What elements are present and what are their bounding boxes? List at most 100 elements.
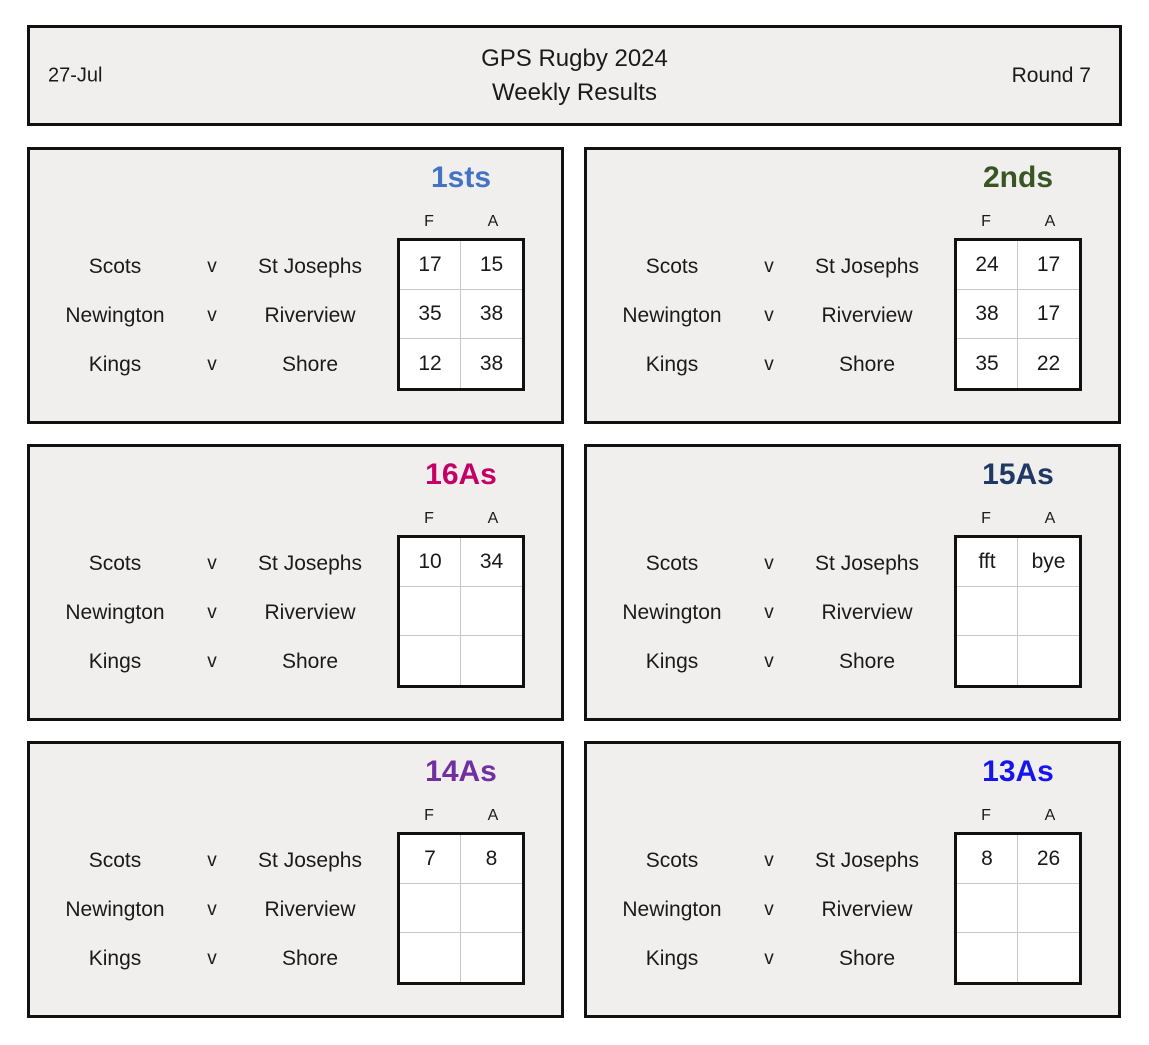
score-cell-against[interactable]: 15 [461, 241, 522, 290]
away-team: Shore [281, 352, 339, 376]
score-cell-against[interactable]: 22 [1036, 351, 1061, 375]
score-cell-for[interactable] [400, 933, 461, 982]
score-grid: 17 15 35 38 12 38 [397, 238, 525, 391]
score-grid: 24 17 38 17 35 22 [954, 238, 1082, 391]
away-team: Riverview [264, 600, 356, 624]
home-team: Kings [88, 352, 142, 376]
home-team: Kings [645, 946, 699, 970]
score-cell-for[interactable]: 7 [400, 835, 461, 884]
score-cell-against[interactable]: 34 [461, 538, 522, 587]
versus-label: v [207, 849, 217, 871]
score-cell-against[interactable]: 38 [479, 351, 504, 375]
away-team: Shore [838, 352, 896, 376]
score-grid: 10 34 [397, 535, 525, 688]
against-column-label: A [487, 213, 499, 230]
versus-label: v [764, 353, 774, 375]
score-cell-for[interactable] [957, 587, 1018, 636]
score-cell-against[interactable] [1018, 587, 1079, 636]
score-cell-against[interactable] [461, 933, 522, 982]
away-team: Riverview [264, 897, 356, 921]
score-cell-for[interactable] [400, 884, 461, 933]
home-team: Kings [645, 352, 699, 376]
score-cell-against[interactable] [461, 884, 522, 933]
home-team: Kings [645, 649, 699, 673]
score-cell-for[interactable]: 35 [957, 339, 1018, 388]
score-cell-against[interactable] [1018, 884, 1079, 933]
versus-label: v [764, 255, 774, 277]
score-cell-for[interactable] [957, 884, 1018, 933]
score-column-headers: F A [954, 507, 1082, 531]
score-cell-for[interactable] [957, 933, 1018, 982]
score-cell-against[interactable] [1018, 933, 1079, 982]
away-team: Shore [281, 649, 339, 673]
home-team: Scots [645, 848, 699, 872]
score-cell-against[interactable] [461, 587, 522, 636]
score-cell-against[interactable]: 38 [461, 290, 522, 339]
score-column-headers: F A [397, 210, 525, 234]
score-cell-for[interactable]: 17 [400, 241, 461, 290]
score-column-headers: F A [397, 804, 525, 828]
away-team: Shore [281, 946, 339, 970]
versus-label: v [207, 255, 217, 277]
away-team: Shore [838, 649, 896, 673]
score-cell-for[interactable] [400, 636, 461, 685]
grade-panel-15as: 15As F A Scots v St Josephs Newington v … [584, 444, 1121, 721]
match-list: Scots v St Josephs Newington v Riverview… [30, 242, 396, 389]
grade-panel-14as: 14As F A Scots v St Josephs Newington v … [27, 741, 564, 1018]
home-team: Newington [622, 303, 722, 327]
grade-panel-2nds: 2nds F A Scots v St Josephs Newington v … [584, 147, 1121, 424]
against-column-label: A [487, 510, 499, 527]
score-cell-for[interactable]: 38 [957, 290, 1018, 339]
away-team: Riverview [264, 303, 356, 327]
grade-title: 2nds [982, 161, 1054, 194]
versus-label: v [764, 849, 774, 871]
score-cell-for[interactable]: 12 [400, 339, 461, 388]
versus-label: v [764, 650, 774, 672]
versus-label: v [207, 304, 217, 326]
away-team: Riverview [821, 600, 913, 624]
home-team: Scots [88, 254, 142, 278]
competition-title: GPS Rugby 2024 [481, 44, 668, 72]
grade-panels-grid: 1sts F A Scots v St Josephs Newington v … [27, 147, 1121, 1018]
grade-panel-13as: 13As F A Scots v St Josephs Newington v … [584, 741, 1121, 1018]
grade-title: 16As [425, 458, 497, 491]
against-column-label: A [487, 807, 499, 824]
score-cell-against[interactable] [1018, 636, 1079, 685]
score-cell-against[interactable]: 8 [461, 835, 522, 884]
score-cell-against[interactable]: 26 [1018, 835, 1079, 884]
away-team: St Josephs [815, 848, 919, 872]
home-team: Newington [65, 600, 165, 624]
score-cell-for[interactable] [400, 587, 461, 636]
home-team: Scots [88, 551, 142, 575]
score-cell-for[interactable]: fft [957, 538, 1018, 587]
versus-label: v [764, 898, 774, 920]
results-header: 27-Jul GPS Rugby 2024 Weekly Results Rou… [27, 25, 1122, 126]
match-list: Scots v St Josephs Newington v Riverview… [587, 836, 953, 983]
grade-panel-1sts: 1sts F A Scots v St Josephs Newington v … [27, 147, 564, 424]
grade-title: 15As [982, 458, 1054, 491]
home-team: Newington [622, 600, 722, 624]
for-column-label: F [981, 510, 991, 527]
grade-title: 14As [425, 755, 497, 788]
score-column-headers: F A [397, 507, 525, 531]
score-cell-for[interactable]: 35 [400, 290, 461, 339]
match-list: Scots v St Josephs Newington v Riverview… [587, 539, 953, 686]
score-column-headers: F A [954, 210, 1082, 234]
score-cell-for[interactable]: 8 [957, 835, 1018, 884]
score-cell-for[interactable]: 10 [400, 538, 461, 587]
for-column-label: F [424, 807, 434, 824]
round-label: Round 7 [1011, 63, 1091, 87]
grade-title: 13As [982, 755, 1054, 788]
away-team: Riverview [821, 303, 913, 327]
versus-label: v [207, 947, 217, 969]
versus-label: v [207, 601, 217, 623]
score-cell-against[interactable]: bye [1018, 538, 1079, 587]
score-cell-against[interactable]: 17 [1018, 290, 1079, 339]
score-grid: fft bye [954, 535, 1082, 688]
score-cell-against[interactable]: 17 [1018, 241, 1079, 290]
home-team: Scots [645, 551, 699, 575]
score-cell-for[interactable]: 24 [957, 241, 1018, 290]
score-cell-for[interactable] [957, 636, 1018, 685]
score-cell-against[interactable] [461, 636, 522, 685]
versus-label: v [764, 304, 774, 326]
